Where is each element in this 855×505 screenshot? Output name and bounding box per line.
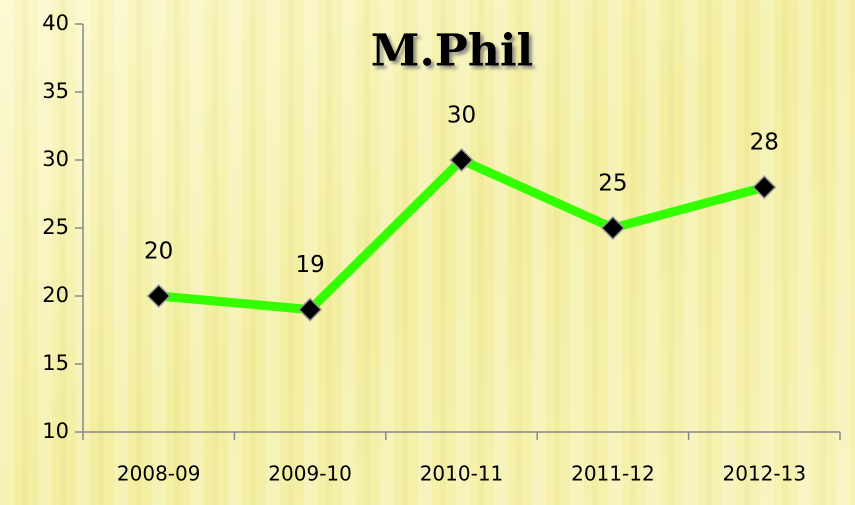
- data-label: 28: [750, 130, 779, 156]
- x-tick-label: 2012-13: [723, 462, 807, 486]
- chart-title: M.Phil: [371, 26, 534, 77]
- y-tick-label: 25: [42, 215, 69, 239]
- data-marker: [600, 215, 625, 241]
- y-tick-label: 10: [42, 419, 69, 443]
- data-marker: [298, 297, 323, 322]
- data-label: 30: [447, 103, 476, 129]
- data-marker: [752, 175, 777, 200]
- x-tick-label: 2009-10: [268, 462, 352, 486]
- y-tick-label: 15: [42, 351, 69, 375]
- y-tick-label: 35: [42, 79, 69, 103]
- x-tick-label: 2011-12: [571, 462, 655, 486]
- data-label: 19: [295, 252, 324, 278]
- data-marker: [449, 147, 474, 173]
- data-label: 25: [598, 171, 627, 197]
- x-tick-label: 2010-11: [420, 462, 504, 486]
- y-tick-label: 40: [42, 11, 69, 35]
- data-marker: [146, 283, 171, 309]
- x-tick-label: 2008-09: [117, 462, 201, 486]
- y-tick-label: 30: [42, 147, 69, 171]
- data-label: 20: [144, 239, 173, 265]
- y-tick-label: 20: [42, 283, 69, 307]
